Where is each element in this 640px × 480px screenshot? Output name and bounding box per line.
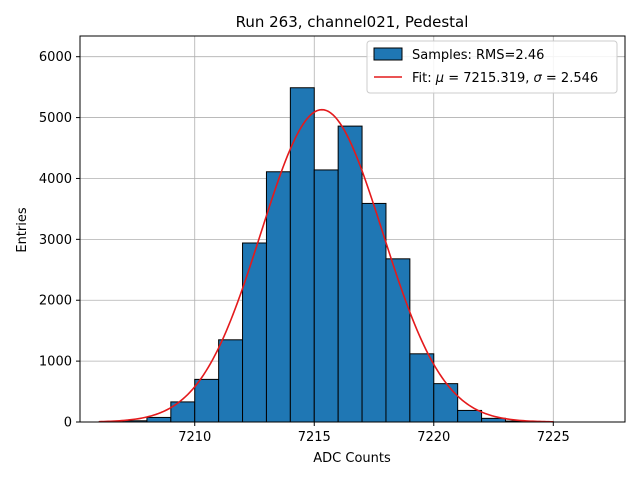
y-tick-label: 5000: [39, 111, 72, 126]
x-axis-label: ADC Counts: [313, 451, 391, 466]
y-axis-ticks: 0 1000 2000 3000 4000 5000 6000: [39, 50, 80, 431]
legend-sigma-symbol: σ: [534, 71, 543, 86]
x-tick-label: 7210: [178, 430, 211, 445]
histogram-bar: [433, 383, 459, 423]
histogram-bar: [265, 171, 291, 423]
legend-label-fit: Fit: μ = 7215.319, σ = 2.546: [412, 71, 598, 86]
legend: Samples: RMS=2.46 Fit: μ = 7215.319, σ =…: [366, 40, 618, 94]
y-tick-label: 4000: [39, 172, 72, 187]
histogram-bar: [313, 169, 339, 423]
plot-frame: [79, 35, 626, 423]
histogram-bar: [385, 258, 411, 423]
legend-mu-symbol: μ: [435, 71, 444, 86]
histogram-bar: [409, 353, 435, 423]
x-tick-label: 7220: [417, 430, 450, 445]
histogram-bar: [337, 125, 363, 423]
x-tick-label: 7215: [298, 430, 331, 445]
legend-mu-value: = 7215.319,: [448, 71, 529, 86]
y-tick-label: 3000: [39, 233, 72, 248]
histogram-bar: [481, 417, 506, 423]
histogram-bar: [146, 416, 172, 423]
x-axis-ticks: 7210 7215 7220 7225: [178, 422, 570, 445]
legend-fit-prefix: Fit:: [412, 71, 432, 86]
legend-sigma-value: = 2.546: [546, 71, 598, 86]
y-tick-label: 0: [64, 416, 72, 431]
y-tick-label: 1000: [39, 355, 72, 370]
y-axis-label: Entries: [15, 207, 30, 253]
histogram-bar: [457, 409, 483, 423]
chart-title: Run 263, channel021, Pedestal: [236, 13, 469, 31]
legend-label-samples: Samples: RMS=2.46: [412, 48, 544, 63]
x-tick-label: 7225: [537, 430, 570, 445]
histogram-bars: [98, 87, 554, 423]
axes-frame: [79, 35, 626, 423]
y-tick-label: 6000: [39, 50, 72, 65]
histogram-bar: [289, 87, 315, 423]
histogram-bar: [218, 339, 244, 423]
fit-curve: [99, 108, 554, 423]
histogram-bar: [361, 202, 387, 423]
y-tick-label: 2000: [39, 294, 72, 309]
histogram-bar: [242, 242, 267, 423]
legend-box: [366, 40, 618, 94]
legend-swatch-samples: [373, 47, 403, 61]
histogram-bar: [194, 378, 220, 423]
